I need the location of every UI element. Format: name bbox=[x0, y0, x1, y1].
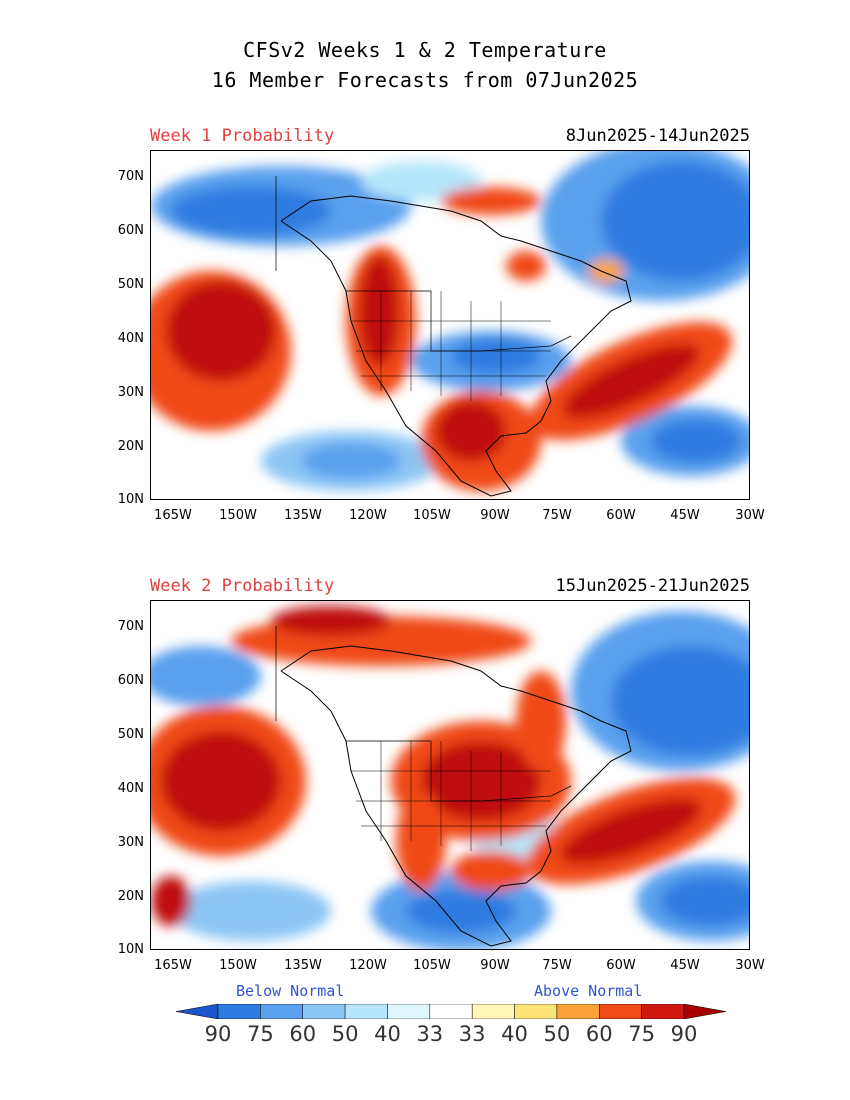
lat-tick: 40N bbox=[117, 331, 144, 346]
legend-value: 33 bbox=[416, 1022, 444, 1046]
lat-tick: 30N bbox=[117, 835, 144, 850]
legend-cell bbox=[429, 1004, 473, 1019]
lat-tick: 70N bbox=[117, 169, 144, 184]
lon-tick: 60W bbox=[606, 958, 636, 973]
lon-tick: 75W bbox=[542, 508, 572, 523]
chart-subtitle: 16 Member Forecasts from 07Jun2025 bbox=[211, 68, 639, 92]
lon-tick: 60W bbox=[606, 508, 636, 523]
lon-tick: 30W bbox=[735, 958, 765, 973]
lat-tick: 40N bbox=[117, 781, 144, 796]
lon-tick: 75W bbox=[542, 958, 572, 973]
lon-tick: 120W bbox=[349, 508, 387, 523]
lat-tick: 60N bbox=[117, 673, 144, 688]
legend-above-label: Above Normal bbox=[534, 982, 643, 1000]
legend-below-label: Below Normal bbox=[236, 982, 345, 1000]
lon-tick: 45W bbox=[670, 508, 700, 523]
legend-cell bbox=[260, 1004, 303, 1019]
lon-tick: 150W bbox=[219, 958, 257, 973]
lat-tick: 20N bbox=[117, 889, 144, 904]
legend-cell bbox=[514, 1004, 558, 1019]
legend-cell bbox=[641, 1004, 685, 1019]
lon-tick: 45W bbox=[670, 958, 700, 973]
legend-value: 60 bbox=[585, 1022, 613, 1046]
chart-title: CFSv2 Weeks 1 & 2 Temperature bbox=[243, 38, 607, 62]
lon-tick: 30W bbox=[735, 508, 765, 523]
legend-value: 33 bbox=[458, 1022, 486, 1046]
week2-dates: 15Jun2025-21Jun2025 bbox=[555, 576, 750, 596]
legend-cell bbox=[302, 1004, 346, 1019]
lat-tick: 30N bbox=[117, 385, 144, 400]
lon-tick: 165W bbox=[154, 508, 192, 523]
cold-anomaly-alaska bbox=[151, 646, 261, 706]
legend-cell bbox=[556, 1004, 600, 1019]
legend-value: 75 bbox=[246, 1022, 274, 1046]
lat-tick: 10N bbox=[117, 492, 144, 507]
lon-tick: 165W bbox=[154, 958, 192, 973]
legend-value: 90 bbox=[670, 1022, 698, 1046]
legend-colorbar bbox=[176, 1004, 726, 1019]
legend-value: 75 bbox=[628, 1022, 655, 1046]
lat-tick: 50N bbox=[117, 727, 144, 742]
lon-tick: 120W bbox=[349, 958, 387, 973]
legend-value: 40 bbox=[501, 1022, 528, 1046]
lon-tick: 135W bbox=[284, 508, 322, 523]
legend-cell bbox=[217, 1004, 261, 1019]
coastline bbox=[280, 195, 632, 497]
lon-tick: 90W bbox=[480, 508, 510, 523]
week1-map bbox=[150, 150, 750, 500]
lon-tick: 90W bbox=[480, 958, 510, 973]
legend-value: 50 bbox=[543, 1022, 571, 1046]
week2-map bbox=[150, 600, 750, 950]
lat-tick: 70N bbox=[117, 619, 144, 634]
coastline bbox=[280, 645, 632, 947]
lon-tick: 105W bbox=[413, 958, 451, 973]
legend-value: 50 bbox=[331, 1022, 359, 1046]
lon-tick: 135W bbox=[284, 958, 322, 973]
legend-cell bbox=[176, 1004, 219, 1019]
legend-cell bbox=[387, 1004, 431, 1019]
lon-tick: 150W bbox=[219, 508, 257, 523]
week1-dates: 8Jun2025-14Jun2025 bbox=[565, 126, 750, 146]
lat-tick: 60N bbox=[117, 223, 144, 238]
lat-tick: 10N bbox=[117, 942, 144, 957]
legend-value: 90 bbox=[204, 1022, 232, 1046]
lat-tick: 20N bbox=[117, 439, 144, 454]
legend-value: 40 bbox=[374, 1022, 401, 1046]
legend-cell bbox=[683, 1004, 726, 1019]
legend-cell bbox=[471, 1004, 515, 1019]
week2-label: Week 2 Probability bbox=[150, 576, 335, 596]
legend-cell bbox=[344, 1004, 388, 1019]
legend-value: 60 bbox=[289, 1022, 317, 1046]
week1-label: Week 1 Probability bbox=[150, 126, 335, 146]
lat-tick: 50N bbox=[117, 277, 144, 292]
legend-cell bbox=[599, 1004, 642, 1019]
lon-tick: 105W bbox=[413, 508, 451, 523]
